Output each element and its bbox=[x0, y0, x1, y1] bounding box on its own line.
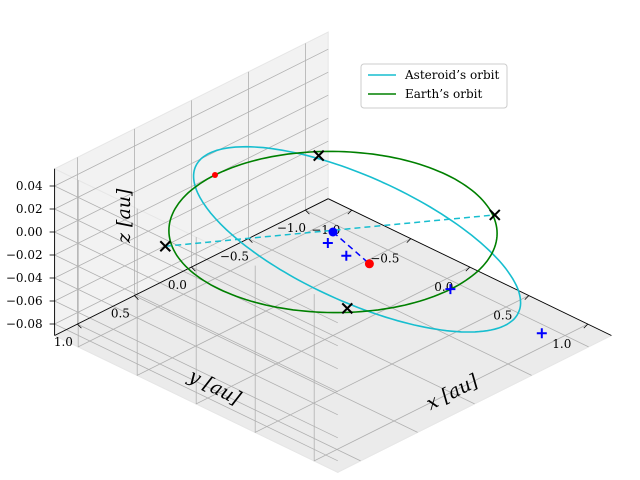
plus-marker bbox=[445, 284, 456, 295]
legend: Asteroid’s orbit Earth’s orbit bbox=[360, 63, 508, 109]
y-tick-label: 1.0 bbox=[54, 335, 73, 349]
node-x-marker bbox=[341, 302, 353, 315]
asteroid-position-marker bbox=[364, 259, 374, 269]
y-tick-label: 0.0 bbox=[168, 278, 187, 292]
y-tick-label: −1.0 bbox=[277, 221, 306, 235]
z-tick-label: 0.04 bbox=[16, 179, 43, 193]
z-axis-label: z [au] bbox=[113, 188, 135, 244]
markers-group bbox=[159, 149, 547, 339]
x-tick-mark bbox=[583, 323, 589, 329]
y-tick-mark bbox=[305, 209, 310, 215]
y-tick-label: 0.5 bbox=[111, 307, 130, 321]
axis-lines bbox=[49, 168, 612, 336]
x-tick-mark bbox=[347, 209, 353, 215]
legend-asteroid-label: Asteroid’s orbit bbox=[404, 68, 499, 82]
sun-asteroid-dashed-line bbox=[332, 231, 370, 265]
z-tick-label: −0.06 bbox=[6, 294, 43, 308]
legend-box bbox=[360, 63, 508, 109]
y-tick-mark bbox=[134, 295, 139, 300]
z-tick-label: −0.02 bbox=[6, 248, 43, 262]
node-x-marker bbox=[159, 240, 172, 252]
x-tick-label: −0.5 bbox=[370, 252, 399, 266]
x-tick-label: 0.5 bbox=[493, 309, 512, 323]
plus-marker bbox=[341, 250, 352, 261]
plus-marker bbox=[322, 238, 333, 249]
y-tick-mark bbox=[77, 323, 82, 329]
y-tick-label: −0.5 bbox=[220, 250, 249, 264]
x-tick-mark bbox=[524, 295, 530, 300]
z-tick-label: −0.04 bbox=[6, 271, 43, 285]
grid-x bbox=[195, 237, 470, 405]
x-tick-mark bbox=[465, 266, 471, 272]
plus-marker bbox=[536, 328, 547, 339]
asteroid-orbit-line bbox=[192, 145, 522, 333]
node-x-marker bbox=[489, 209, 501, 221]
x-tick-label: 1.0 bbox=[552, 337, 571, 351]
sun-marker bbox=[328, 227, 338, 237]
grid-x bbox=[136, 208, 411, 377]
z-tick-label: 0.02 bbox=[16, 202, 43, 216]
grid-x bbox=[254, 265, 529, 434]
tick-labels: −1.0−0.50.00.51.01.00.50.0−0.5−1.00.040.… bbox=[6, 179, 572, 351]
y-tick-mark bbox=[191, 266, 196, 272]
grid-x bbox=[313, 294, 588, 462]
y-tick-mark bbox=[248, 238, 253, 243]
node-x-marker bbox=[313, 149, 325, 162]
earth-position-marker bbox=[212, 172, 218, 178]
z-tick-label: −0.08 bbox=[6, 317, 43, 331]
x-axis-line bbox=[328, 198, 612, 336]
legend-earth-label: Earth’s orbit bbox=[405, 87, 482, 101]
z-tick-label: 0.00 bbox=[16, 225, 43, 239]
grid-x bbox=[77, 180, 352, 348]
x-tick-mark bbox=[406, 238, 412, 243]
